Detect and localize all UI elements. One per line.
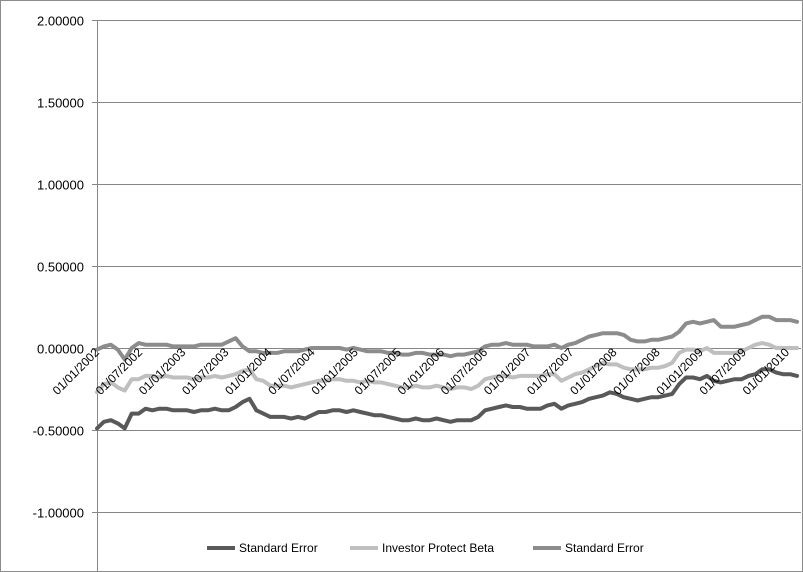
- series-line-2: [95, 341, 799, 395]
- y-tick-label: 0.00000: [37, 342, 84, 357]
- y-tick-label: -0.50000: [33, 424, 84, 439]
- legend: Standard Error Investor Protect Beta Stand…: [207, 541, 644, 555]
- y-tick-labels: 2.00000 1.50000 1.00000 0.50000 0.00000 -0.50…: [33, 14, 84, 521]
- x-tick-label: 01/01/2010: [740, 345, 793, 398]
- series-line-1: [95, 367, 799, 431]
- y-tick-label: 0.50000: [37, 260, 84, 275]
- y-tick-label: -1.00000: [33, 506, 84, 521]
- y-tick-label: 2.00000: [37, 14, 84, 29]
- legend-label-3: Standard Error: [565, 541, 644, 555]
- legend-label-2: Investor Protect Beta: [382, 541, 494, 555]
- series-lines: [95, 314, 799, 431]
- y-tick-label: 1.50000: [37, 96, 84, 111]
- series-line-3: [95, 314, 799, 362]
- gridlines: [92, 20, 801, 513]
- legend-label-1: Standard Error: [239, 541, 318, 555]
- y-tick-label: 1.00000: [37, 178, 84, 193]
